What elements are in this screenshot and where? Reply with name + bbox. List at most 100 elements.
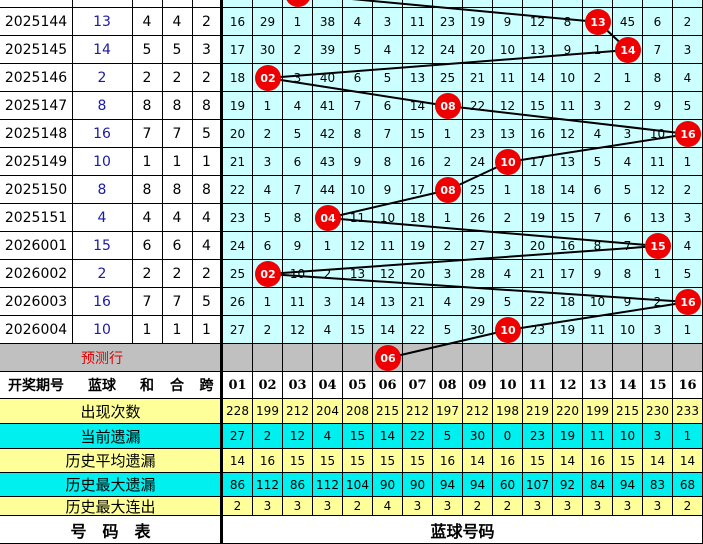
header-hehe: 合 xyxy=(162,372,193,399)
blue-ball-cell: 16 xyxy=(72,120,133,148)
predict-label: 预测行 xyxy=(72,344,133,372)
stat-value: 86 xyxy=(223,473,253,497)
grid-cell: 5 xyxy=(373,64,403,92)
grid-cell: 4 xyxy=(673,232,703,260)
grid-cell: 28 xyxy=(463,260,493,288)
predict-grid-cell xyxy=(523,344,553,372)
stat-value: 15 xyxy=(313,449,343,473)
grid-cell: 13 xyxy=(373,288,403,316)
sum-cell: 1 xyxy=(132,148,163,176)
grid-cell: 16 xyxy=(403,148,433,176)
grid-cell: 11 xyxy=(283,288,313,316)
span-cell: 2 xyxy=(192,8,222,36)
grid-cell-clipped xyxy=(403,0,433,8)
grid-cell: 13 xyxy=(553,148,583,176)
header-period: 开奖期号 xyxy=(0,372,73,399)
sum-cell: 4 xyxy=(132,8,163,36)
stat-value: 68 xyxy=(673,473,703,497)
grid-cell-clipped xyxy=(253,0,283,8)
grid-cell-clipped xyxy=(343,0,373,8)
grid-cell: 15 xyxy=(523,92,553,120)
grid-cell: 15 xyxy=(553,204,583,232)
span-cell: 8 xyxy=(192,176,222,204)
stat-value: 107 xyxy=(523,473,553,497)
blue-ball-cell: 15 xyxy=(72,232,133,260)
grid-cell: 5 xyxy=(433,316,463,344)
header-number: 06 xyxy=(373,372,403,399)
sum-digit-cell: 4 xyxy=(162,204,193,232)
grid-cell: 6 xyxy=(583,176,613,204)
stat-value: 3 xyxy=(403,497,433,516)
grid-cell: 10 xyxy=(493,36,523,64)
grid-cell: 19 xyxy=(223,92,253,120)
grid-cell: 23 xyxy=(223,204,253,232)
sum-cell: 7 xyxy=(132,120,163,148)
predict-cell xyxy=(132,344,163,372)
stat-value: 19 xyxy=(553,424,583,449)
grid-cell: 14 xyxy=(553,176,583,204)
predict-grid-cell xyxy=(253,344,283,372)
stat-value: 94 xyxy=(613,473,643,497)
grid-cell: 41 xyxy=(313,92,343,120)
grid-cell: 10 xyxy=(613,316,643,344)
stat-value: 15 xyxy=(343,449,373,473)
predict-grid-cell xyxy=(643,344,673,372)
stat-value: 219 xyxy=(523,399,553,424)
stat-value: 4 xyxy=(373,497,403,516)
stat-value: 15 xyxy=(523,449,553,473)
grid-cell: 16 xyxy=(523,120,553,148)
grid-cell: 9 xyxy=(613,288,643,316)
stat-value: 212 xyxy=(283,399,313,424)
grid-cell: 2 xyxy=(673,8,703,36)
stat-label: 历史平均遗漏 xyxy=(0,449,222,473)
grid-cell: 7 xyxy=(643,36,673,64)
predict-grid-cell xyxy=(673,344,703,372)
stat-value: 94 xyxy=(463,473,493,497)
grid-cell-clipped xyxy=(223,0,253,8)
grid-cell: 25 xyxy=(463,176,493,204)
predict-grid-cell xyxy=(493,344,523,372)
grid-cell: 21 xyxy=(223,148,253,176)
header-number: 09 xyxy=(463,372,493,399)
grid-cell: 23 xyxy=(433,8,463,36)
stat-value: 15 xyxy=(283,449,313,473)
grid-cell: 9 xyxy=(283,232,313,260)
header-number: 04 xyxy=(313,372,343,399)
stat-value: 212 xyxy=(463,399,493,424)
grid-cell: 4 xyxy=(613,148,643,176)
header-number: 01 xyxy=(223,372,253,399)
stat-value: 2 xyxy=(223,497,253,516)
grid-cell: 26 xyxy=(463,204,493,232)
stat-value: 10 xyxy=(613,424,643,449)
stat-value: 215 xyxy=(613,399,643,424)
span-cell: 1 xyxy=(192,316,222,344)
drawn-ball: 08 xyxy=(435,93,461,119)
stat-value: 198 xyxy=(493,399,523,424)
table-cell-clipped xyxy=(0,0,73,8)
grid-cell: 40 xyxy=(313,64,343,92)
grid-cell-clipped xyxy=(313,0,343,8)
grid-cell: 1 xyxy=(583,36,613,64)
grid-cell: 23 xyxy=(463,120,493,148)
grid-cell: 6 xyxy=(343,64,373,92)
section-divider xyxy=(220,0,223,544)
predict-grid-cell xyxy=(433,344,463,372)
period-cell: 2026004 xyxy=(0,316,73,344)
grid-cell-clipped xyxy=(523,0,553,8)
period-cell: 2026002 xyxy=(0,260,73,288)
stat-value: 199 xyxy=(583,399,613,424)
stat-value: 5 xyxy=(433,424,463,449)
ball-clipped xyxy=(285,0,311,7)
stat-value: 15 xyxy=(343,424,373,449)
grid-cell: 7 xyxy=(373,120,403,148)
grid-cell: 11 xyxy=(343,204,373,232)
predict-grid-cell xyxy=(313,344,343,372)
stat-value: 3 xyxy=(433,497,463,516)
blue-ball-cell: 16 xyxy=(72,288,133,316)
stat-value: 22 xyxy=(403,424,433,449)
grid-cell: 11 xyxy=(643,148,673,176)
stat-value: 112 xyxy=(313,473,343,497)
grid-cell: 4 xyxy=(673,64,703,92)
grid-cell: 15 xyxy=(403,120,433,148)
